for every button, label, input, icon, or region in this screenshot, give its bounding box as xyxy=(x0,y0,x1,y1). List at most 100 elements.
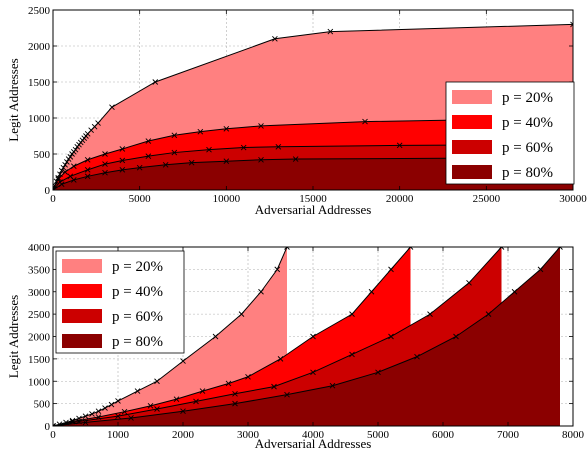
data-point-marker xyxy=(570,21,573,28)
marker-stroke xyxy=(232,400,238,407)
data-point-marker xyxy=(485,311,492,317)
y-tick-label: 1500 xyxy=(28,354,51,366)
legend-label-4: p = 80% xyxy=(112,334,163,350)
data-point-marker xyxy=(407,247,414,250)
data-point-marker xyxy=(58,181,65,188)
x-tick-label: 4000 xyxy=(302,429,325,441)
data-point-marker xyxy=(84,156,91,163)
marker-stroke xyxy=(212,333,219,340)
marker-stroke xyxy=(53,423,56,426)
data-point-marker xyxy=(180,358,186,364)
data-point-marker xyxy=(171,149,178,156)
marker-stroke xyxy=(466,279,472,286)
marker-stroke xyxy=(274,266,281,273)
marker-stroke xyxy=(409,247,414,250)
x-tick-label: 10000 xyxy=(213,193,241,205)
data-point-marker xyxy=(310,333,316,340)
marker-stroke xyxy=(258,156,264,163)
y-tick-label: 2000 xyxy=(28,332,51,344)
legend-label-2: p = 40% xyxy=(112,284,163,300)
marker-stroke xyxy=(64,159,70,165)
marker-stroke xyxy=(427,311,433,317)
marker-stroke xyxy=(62,169,68,175)
x-axis-label: Adversarial Addresses xyxy=(255,436,372,451)
marker-stroke xyxy=(145,138,152,144)
data-point-marker xyxy=(145,153,152,159)
data-point-marker xyxy=(102,169,108,176)
data-point-marker xyxy=(240,144,247,151)
legend-label-1: p = 20% xyxy=(502,90,553,106)
legend: p = 20% p = 40% p = 60% p = 80% xyxy=(445,81,575,185)
marker-stroke xyxy=(407,247,412,250)
series-line-4 xyxy=(53,247,561,426)
marker-stroke xyxy=(180,408,186,415)
data-point-marker xyxy=(349,351,355,358)
marker-stroke xyxy=(62,161,68,168)
x-tick-label: 0 xyxy=(50,193,56,205)
data-point-marker xyxy=(199,388,206,394)
data-point-marker xyxy=(258,156,264,163)
marker-stroke xyxy=(154,378,160,385)
data-point-marker xyxy=(375,369,381,376)
data-point-marker xyxy=(84,167,91,173)
data-point-marker xyxy=(115,398,121,404)
x-tick-label: 15000 xyxy=(299,193,327,205)
data-point-marker xyxy=(136,164,143,171)
data-point-marker xyxy=(115,413,121,419)
marker-stroke xyxy=(223,158,230,165)
x-tick-label: 8000 xyxy=(562,429,585,441)
marker-stroke xyxy=(82,419,89,426)
marker-stroke xyxy=(60,164,67,171)
data-point-marker xyxy=(109,104,115,111)
marker-stroke xyxy=(349,351,355,358)
y-tick-label: 3000 xyxy=(28,287,51,299)
data-point-marker xyxy=(414,353,420,360)
marker-stroke xyxy=(197,128,204,135)
marker-stroke xyxy=(245,373,251,380)
marker-stroke xyxy=(238,311,245,317)
marker-stroke xyxy=(109,104,115,111)
y-tick-label: 3500 xyxy=(28,264,51,276)
data-point-marker xyxy=(537,266,544,273)
marker-stroke xyxy=(162,161,169,168)
marker-stroke xyxy=(570,23,573,28)
data-point-marker xyxy=(277,356,284,362)
marker-stroke xyxy=(102,405,108,411)
data-point-marker xyxy=(95,408,102,415)
marker-stroke xyxy=(537,266,544,273)
data-point-marker xyxy=(258,288,264,295)
marker-stroke xyxy=(55,176,62,183)
data-point-marker xyxy=(368,288,375,295)
data-point-marker xyxy=(206,146,212,153)
data-point-marker xyxy=(258,123,264,129)
legend-swatch-1 xyxy=(452,90,492,104)
data-point-marker xyxy=(511,288,518,295)
legend-swatch-2 xyxy=(452,115,492,129)
legend-swatch-1 xyxy=(62,259,102,273)
marker-stroke xyxy=(284,391,290,398)
legend: p = 20% p = 40% p = 60% p = 80% xyxy=(55,250,185,354)
marker-stroke xyxy=(119,157,126,164)
x-tick-label: 3000 xyxy=(237,429,260,441)
data-point-marker xyxy=(329,382,336,389)
data-point-marker xyxy=(362,118,368,125)
marker-stroke xyxy=(327,28,334,35)
data-point-marker xyxy=(102,151,108,157)
y-tick-label: 4000 xyxy=(28,242,51,254)
series-areas xyxy=(53,21,573,190)
marker-stroke xyxy=(193,398,199,405)
marker-stroke xyxy=(559,247,563,250)
marker-stroke xyxy=(349,311,355,317)
marker-stroke xyxy=(67,154,74,160)
data-point-marker xyxy=(275,143,282,150)
marker-stroke xyxy=(388,333,394,340)
marker-stroke xyxy=(152,79,159,85)
marker-stroke xyxy=(119,167,126,173)
data-point-marker xyxy=(171,132,178,139)
marker-stroke xyxy=(171,149,178,156)
x-tick-label: 30000 xyxy=(559,193,587,205)
data-point-marker xyxy=(188,159,195,166)
legend-label-1: p = 20% xyxy=(112,259,163,275)
series-area-4 xyxy=(53,247,560,426)
y-tick-label: 500 xyxy=(34,149,51,161)
